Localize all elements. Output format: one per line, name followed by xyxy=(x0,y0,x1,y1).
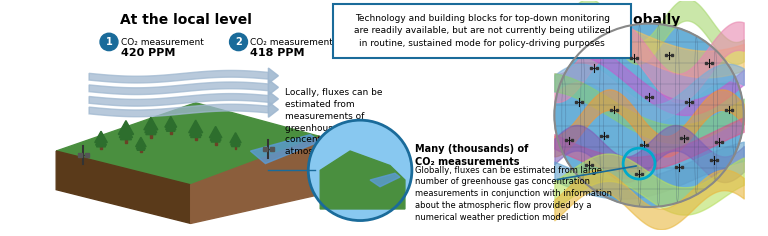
Text: 420 PPM: 420 PPM xyxy=(121,48,175,58)
Text: 2: 2 xyxy=(235,37,242,47)
Polygon shape xyxy=(96,134,107,145)
Polygon shape xyxy=(56,151,190,223)
Polygon shape xyxy=(357,149,363,156)
Text: Many (thousands) of
CO₂ measurements: Many (thousands) of CO₂ measurements xyxy=(415,144,528,167)
Polygon shape xyxy=(144,117,157,130)
Polygon shape xyxy=(165,117,177,127)
Text: CO₂ measurement: CO₂ measurement xyxy=(121,38,204,47)
Polygon shape xyxy=(146,122,156,135)
Polygon shape xyxy=(372,158,378,165)
Text: Globally: Globally xyxy=(617,13,680,27)
Polygon shape xyxy=(89,104,269,117)
Circle shape xyxy=(230,33,247,51)
Polygon shape xyxy=(89,82,269,95)
Polygon shape xyxy=(269,68,278,84)
Polygon shape xyxy=(386,162,394,169)
Polygon shape xyxy=(118,121,134,135)
Text: Locally, fluxes can be
estimated from
measurements of
greenhouse gas
concentrati: Locally, fluxes can be estimated from me… xyxy=(286,88,391,156)
Polygon shape xyxy=(387,165,392,172)
Polygon shape xyxy=(56,103,320,185)
Polygon shape xyxy=(137,139,145,149)
Polygon shape xyxy=(320,151,405,209)
Polygon shape xyxy=(230,133,241,143)
Polygon shape xyxy=(190,123,202,136)
Polygon shape xyxy=(145,120,157,133)
Bar xyxy=(329,170,331,173)
Polygon shape xyxy=(269,91,278,107)
Polygon shape xyxy=(232,137,240,147)
Polygon shape xyxy=(190,125,200,138)
Polygon shape xyxy=(269,80,278,95)
Polygon shape xyxy=(250,135,320,164)
Polygon shape xyxy=(341,153,349,160)
Bar xyxy=(235,144,237,149)
Text: 418 PPM: 418 PPM xyxy=(250,48,305,58)
Polygon shape xyxy=(342,154,349,161)
Polygon shape xyxy=(166,119,176,130)
Bar xyxy=(150,132,152,138)
Text: At the local level: At the local level xyxy=(120,13,252,27)
Polygon shape xyxy=(230,135,240,145)
Polygon shape xyxy=(119,124,133,138)
FancyBboxPatch shape xyxy=(333,4,631,58)
Text: Globally, fluxes can be estimated from large
number of greenhouse gas concentrat: Globally, fluxes can be estimated from l… xyxy=(415,165,612,222)
Polygon shape xyxy=(189,120,203,133)
Polygon shape xyxy=(137,141,144,150)
Polygon shape xyxy=(356,148,364,155)
Bar xyxy=(345,161,346,164)
Bar xyxy=(140,148,141,152)
Text: CO₂ measurement: CO₂ measurement xyxy=(250,38,333,47)
Polygon shape xyxy=(269,102,278,117)
Polygon shape xyxy=(370,173,400,187)
Polygon shape xyxy=(211,131,220,142)
Bar xyxy=(125,137,127,143)
Polygon shape xyxy=(387,164,393,171)
Circle shape xyxy=(554,24,743,207)
Circle shape xyxy=(308,120,412,221)
Polygon shape xyxy=(327,164,333,171)
Polygon shape xyxy=(357,151,362,157)
Polygon shape xyxy=(210,129,221,140)
Polygon shape xyxy=(210,126,222,138)
Polygon shape xyxy=(167,121,175,131)
Polygon shape xyxy=(89,70,269,83)
Bar xyxy=(194,135,197,140)
Bar xyxy=(100,144,102,149)
Bar xyxy=(375,164,376,167)
Polygon shape xyxy=(372,157,379,164)
Polygon shape xyxy=(121,126,131,140)
Bar xyxy=(389,170,390,173)
Bar xyxy=(170,129,171,134)
Polygon shape xyxy=(94,131,108,143)
Polygon shape xyxy=(190,137,320,223)
Circle shape xyxy=(554,24,743,207)
Polygon shape xyxy=(136,137,146,147)
Polygon shape xyxy=(89,94,269,106)
Text: Technology and building blocks for top-down monitoring
are readily available, bu: Technology and building blocks for top-d… xyxy=(354,14,611,48)
Circle shape xyxy=(100,33,118,51)
Polygon shape xyxy=(326,162,334,169)
Polygon shape xyxy=(371,156,379,163)
Polygon shape xyxy=(327,165,333,172)
Bar xyxy=(215,139,217,145)
Polygon shape xyxy=(343,155,348,162)
Text: 1: 1 xyxy=(106,37,112,47)
Bar xyxy=(359,156,361,159)
Polygon shape xyxy=(97,136,105,147)
